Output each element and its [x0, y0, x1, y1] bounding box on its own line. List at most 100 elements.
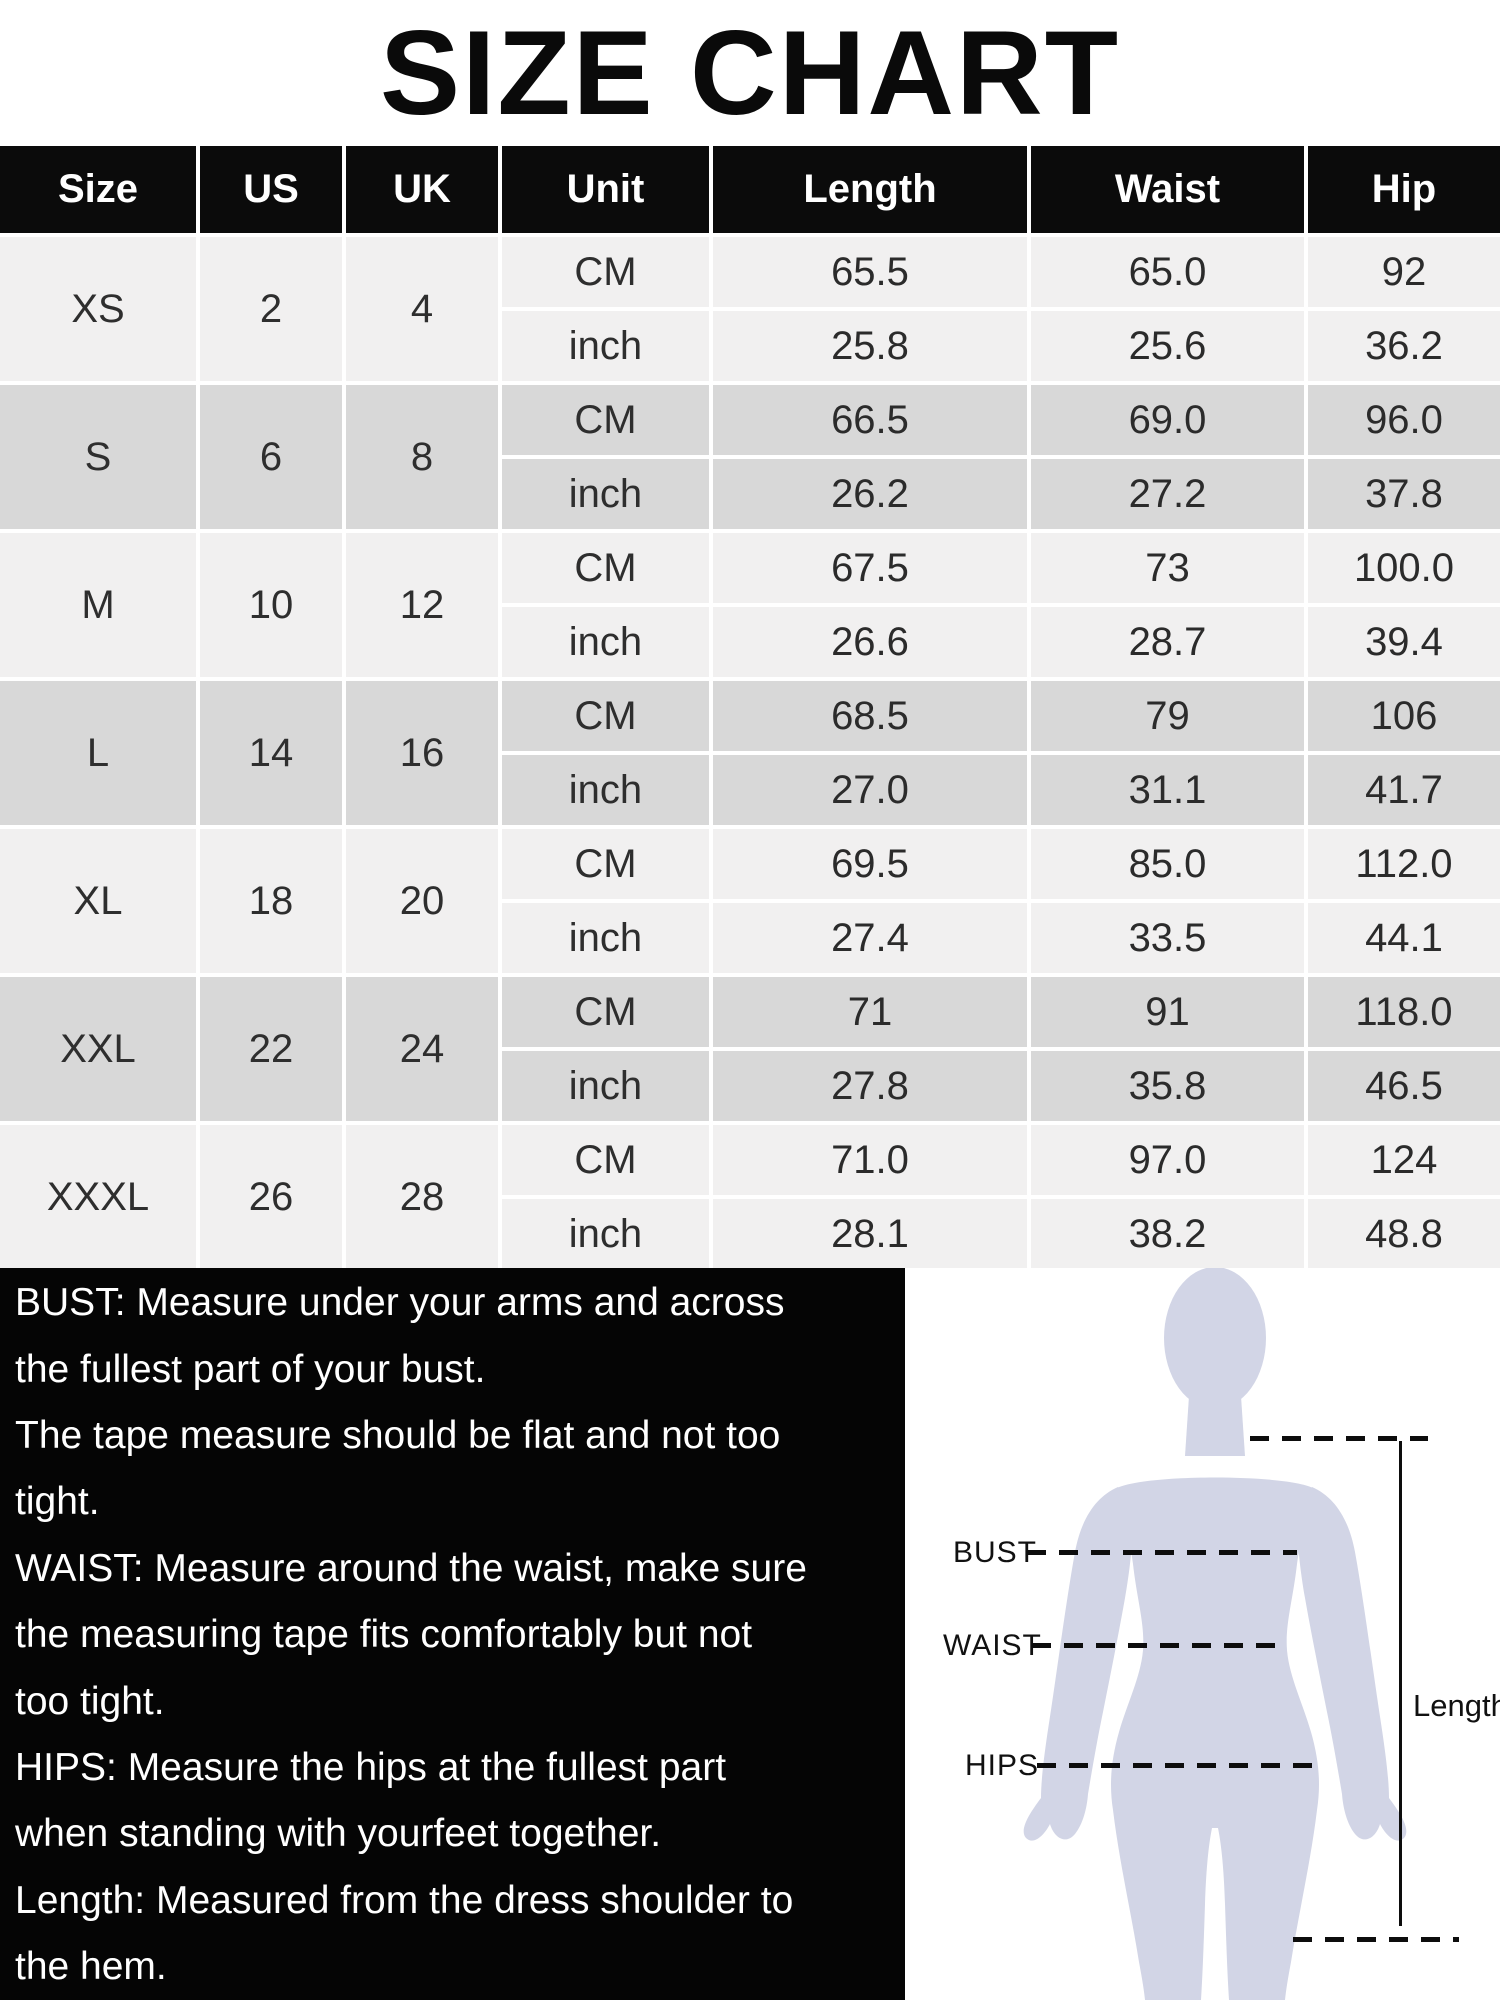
column-header-size: Size — [0, 146, 196, 233]
length-inch-cell: 27.0 — [713, 755, 1027, 825]
hip-cm-cell: 92 — [1308, 237, 1500, 307]
us-cell-m: 10 — [200, 533, 342, 677]
waist-dash-line — [1032, 1643, 1288, 1648]
shoulder-dash-line — [1250, 1436, 1428, 1441]
page-title: SIZE CHART — [380, 6, 1120, 140]
hip-inch-cell: 48.8 — [1308, 1199, 1500, 1269]
column-header-uk: UK — [346, 146, 498, 233]
column-header-length: Length — [713, 146, 1027, 233]
hip-inch-cell: 37.8 — [1308, 459, 1500, 529]
length-inch-cell: 28.1 — [713, 1199, 1027, 1269]
instruction-line: WAIST: Measure around the waist, make su… — [15, 1546, 807, 1590]
hip-inch-cell: 44.1 — [1308, 903, 1500, 973]
length-inch-cell: 27.4 — [713, 903, 1027, 973]
instruction-line: the fullest part of your bust. — [15, 1347, 486, 1391]
waist-cm-cell: 65.0 — [1031, 237, 1304, 307]
column-header-us: US — [200, 146, 342, 233]
hip-cm-cell: 106 — [1308, 681, 1500, 751]
hip-cm-cell: 118.0 — [1308, 977, 1500, 1047]
length-cm-cell: 66.5 — [713, 385, 1027, 455]
length-label: Length — [1413, 1688, 1500, 1723]
instruction-line: when standing with yourfeet together. — [15, 1812, 662, 1856]
us-cell-l: 14 — [200, 681, 342, 825]
instruction-line: too tight. — [15, 1679, 165, 1723]
hip-inch-cell: 36.2 — [1308, 311, 1500, 381]
uk-cell-m: 12 — [346, 533, 498, 677]
instruction-line: tight. — [15, 1480, 100, 1524]
us-cell-s: 6 — [200, 385, 342, 529]
waist-inch-cell: 27.2 — [1031, 459, 1304, 529]
hip-cm-cell: 124 — [1308, 1125, 1500, 1195]
uk-cell-l: 16 — [346, 681, 498, 825]
waist-cm-cell: 73 — [1031, 533, 1304, 603]
hips-dash-line — [1037, 1763, 1323, 1768]
us-cell-xs: 2 — [200, 237, 342, 381]
waist-cm-cell: 69.0 — [1031, 385, 1304, 455]
uk-cell-xl: 20 — [346, 829, 498, 973]
size-cell-xxl: XXL — [0, 977, 196, 1121]
waist-label: WAIST — [943, 1629, 1042, 1662]
waist-inch-cell: 28.7 — [1031, 607, 1304, 677]
length-cm-cell: 71.0 — [713, 1125, 1027, 1195]
body-silhouette — [1023, 1268, 1407, 2000]
instruction-line: the measuring tape fits comfortably but … — [15, 1613, 753, 1657]
bust-dash-line — [1027, 1550, 1297, 1555]
length-cm-cell: 65.5 — [713, 237, 1027, 307]
size-chart-table: Size US UK Unit Length Waist Hip XS 2 4 … — [0, 146, 1500, 1269]
unit-cm-cell: CM — [502, 533, 709, 603]
unit-cm-cell: CM — [502, 385, 709, 455]
hip-cm-cell: 112.0 — [1308, 829, 1500, 899]
waist-inch-cell: 35.8 — [1031, 1051, 1304, 1121]
unit-cm-cell: CM — [502, 681, 709, 751]
unit-cm-cell: CM — [502, 829, 709, 899]
uk-cell-s: 8 — [346, 385, 498, 529]
unit-inch-cell: inch — [502, 607, 709, 677]
hip-inch-cell: 41.7 — [1308, 755, 1500, 825]
waist-cm-cell: 79 — [1031, 681, 1304, 751]
unit-cm-cell: CM — [502, 977, 709, 1047]
unit-cm-cell: CM — [502, 237, 709, 307]
bust-label: BUST — [953, 1536, 1038, 1569]
waist-cm-cell: 97.0 — [1031, 1125, 1304, 1195]
instruction-line: BUST: Measure under your arms and across — [15, 1281, 785, 1325]
waist-inch-cell: 33.5 — [1031, 903, 1304, 973]
length-cm-cell: 67.5 — [713, 533, 1027, 603]
unit-cm-cell: CM — [502, 1125, 709, 1195]
unit-inch-cell: inch — [502, 459, 709, 529]
uk-cell-xxxl: 28 — [346, 1125, 498, 1269]
size-cell-xl: XL — [0, 829, 196, 973]
length-measure-line — [1399, 1441, 1402, 1926]
hip-cm-cell: 100.0 — [1308, 533, 1500, 603]
size-cell-xs: XS — [0, 237, 196, 381]
column-header-waist: Waist — [1031, 146, 1304, 233]
length-inch-cell: 26.2 — [713, 459, 1027, 529]
instruction-line: The tape measure should be flat and not … — [15, 1413, 781, 1457]
hips-label: HIPS — [965, 1749, 1040, 1782]
instruction-line: HIPS: Measure the hips at the fullest pa… — [15, 1745, 727, 1789]
size-cell-xxxl: XXXL — [0, 1125, 196, 1269]
waist-inch-cell: 31.1 — [1031, 755, 1304, 825]
column-header-unit: Unit — [502, 146, 709, 233]
unit-inch-cell: inch — [502, 311, 709, 381]
unit-inch-cell: inch — [502, 1199, 709, 1269]
unit-inch-cell: inch — [502, 755, 709, 825]
size-cell-m: M — [0, 533, 196, 677]
unit-inch-cell: inch — [502, 903, 709, 973]
us-cell-xl: 18 — [200, 829, 342, 973]
us-cell-xxl: 22 — [200, 977, 342, 1121]
waist-cm-cell: 85.0 — [1031, 829, 1304, 899]
hip-inch-cell: 39.4 — [1308, 607, 1500, 677]
hip-inch-cell: 46.5 — [1308, 1051, 1500, 1121]
waist-inch-cell: 38.2 — [1031, 1199, 1304, 1269]
waist-inch-cell: 25.6 — [1031, 311, 1304, 381]
length-inch-cell: 27.8 — [713, 1051, 1027, 1121]
length-cm-cell: 71 — [713, 977, 1027, 1047]
uk-cell-xs: 4 — [346, 237, 498, 381]
size-cell-l: L — [0, 681, 196, 825]
waist-cm-cell: 91 — [1031, 977, 1304, 1047]
length-cm-cell: 69.5 — [713, 829, 1027, 899]
unit-inch-cell: inch — [502, 1051, 709, 1121]
measuring-instructions-panel: BUST: Measure under your arms and across… — [0, 1268, 905, 2000]
uk-cell-xxl: 24 — [346, 977, 498, 1121]
hip-cm-cell: 96.0 — [1308, 385, 1500, 455]
